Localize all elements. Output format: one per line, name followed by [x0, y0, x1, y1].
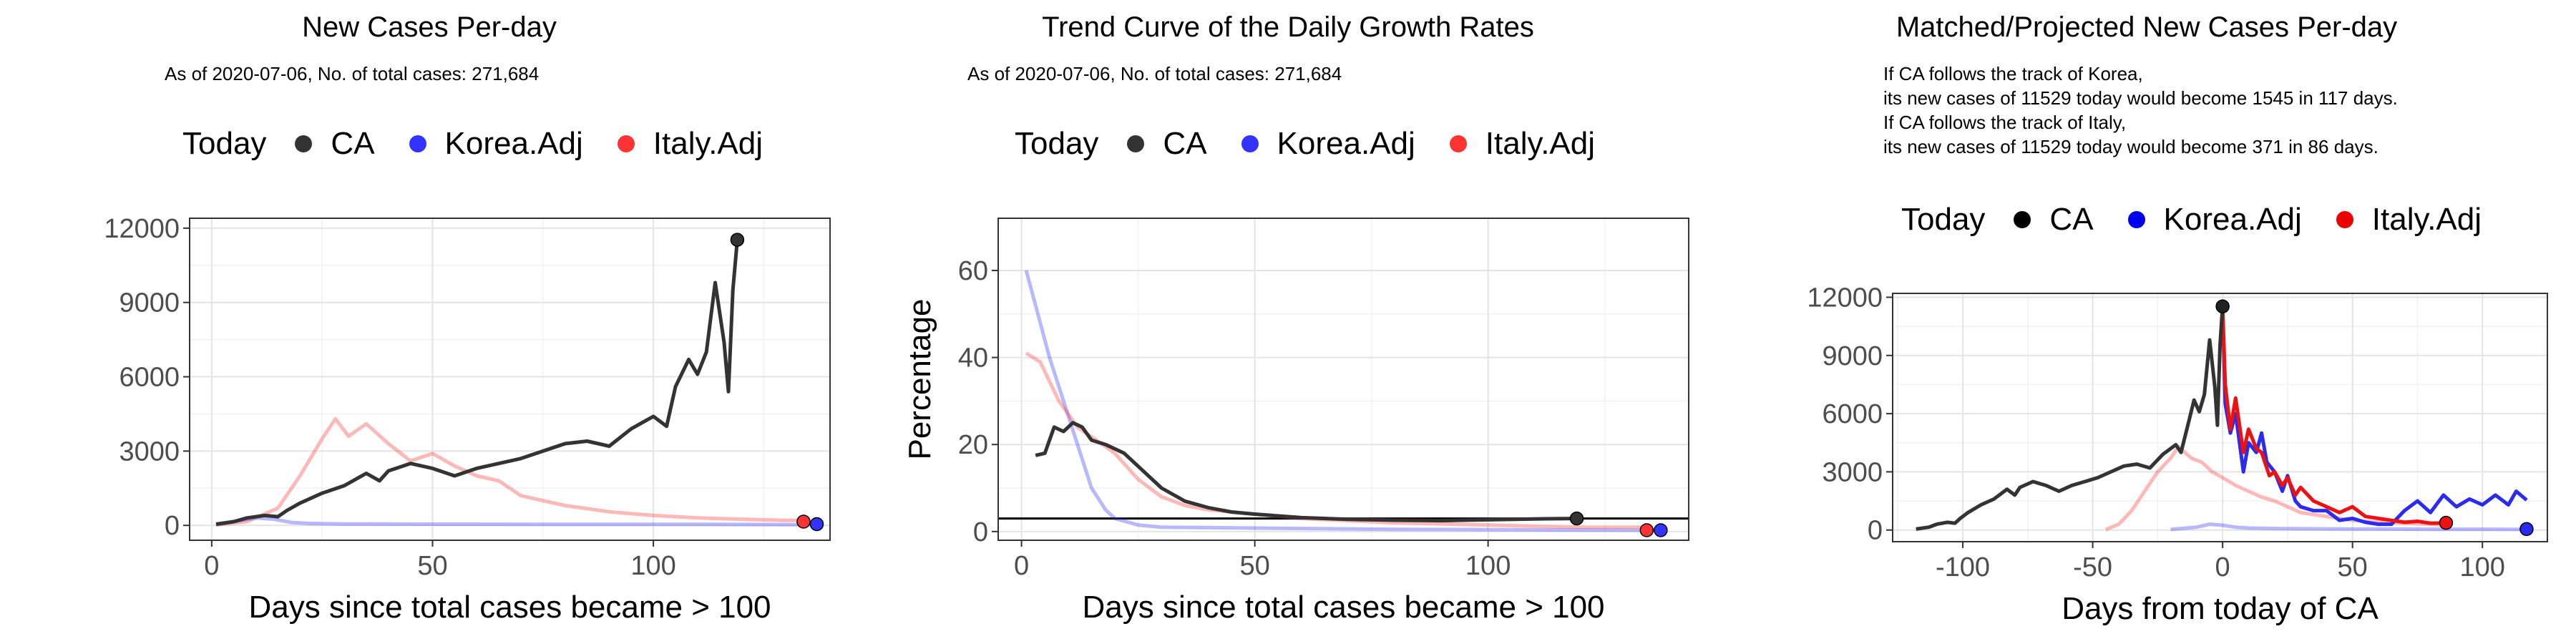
series-line-ca: [1916, 306, 2225, 531]
series-line-ca: [215, 239, 739, 526]
today-point-ca: [1569, 511, 1584, 526]
series-line-korea-adj: [1024, 270, 1657, 532]
y-tick-label: 40: [958, 343, 988, 374]
x-tick-label: 50: [1239, 551, 1269, 581]
y-tick-label: 9000: [119, 288, 180, 318]
series-line-italy-adj: [215, 416, 809, 527]
y-tick-label: 9000: [1822, 341, 1883, 371]
x-tick-label: 50: [417, 551, 447, 581]
subtitle-line-1: If CA follows the track of Korea,: [1883, 63, 2143, 84]
y-tick-label: 20: [958, 430, 988, 460]
y-tick-label: 12000: [1807, 283, 1883, 313]
legend-label-ca: CA: [331, 126, 375, 161]
x-tick-label: 50: [2338, 552, 2368, 582]
y-tick-label: 6000: [119, 363, 180, 393]
legend-title: Today: [1015, 126, 1099, 161]
legend-dot-korea: [409, 135, 426, 152]
y-tick-label: 0: [165, 511, 180, 541]
x-tick-label: -100: [1936, 552, 1990, 582]
y-tick-label: 12000: [104, 214, 180, 244]
plot-growth-rates: 0 50 100 0 20 40 60 Days since total cases beca…: [902, 218, 1689, 625]
series-line-italy-adj: [2220, 306, 2446, 525]
legend-dot-ca: [295, 135, 313, 152]
y-tick-label: 3000: [1822, 457, 1883, 487]
x-tick-label: 100: [630, 551, 675, 581]
subtitle-line-3: If CA follows the track of Italy,: [1883, 112, 2127, 133]
y-tick-label: 6000: [1822, 399, 1883, 429]
x-tick-label: 100: [2460, 552, 2505, 582]
chart-title: New Cases Per-day: [302, 11, 557, 43]
today-point-italy-adj: [1639, 523, 1654, 537]
y-tick-label: 60: [958, 256, 988, 286]
legend-label-italy: Italy.Adj: [1485, 126, 1596, 161]
y-axis-label: Percentage: [902, 298, 937, 459]
legend-dot-italy: [1449, 135, 1467, 152]
legend-dot-italy: [617, 135, 635, 152]
series-line-ca: [1035, 421, 1577, 523]
subtitle-line-4: its new cases of 11529 today would becom…: [1883, 136, 2379, 157]
x-tick-label: -50: [2073, 552, 2112, 582]
legend-title: Today: [182, 126, 267, 161]
series-line-korea-adj-matched: [2170, 522, 2529, 532]
legend-label-korea: Korea.Adj: [2163, 202, 2302, 237]
x-tick-label: 0: [2215, 552, 2230, 582]
plot-new-cases: 0 50 100 0 3000 6000 9000 12000 Days since total…: [104, 214, 831, 625]
series-line-italy-adj: [1025, 351, 1647, 530]
x-axis-label: Days since total cases became > 100: [1082, 590, 1604, 625]
legend-dot-italy: [2336, 211, 2353, 228]
today-point-korea-adj: [1654, 523, 1668, 537]
legend-title: Today: [1901, 202, 1986, 237]
panel-new-cases: New Cases Per-day As of 2020-07-06, No. …: [0, 0, 859, 644]
chart-subtitle: As of 2020-07-06, No. of total cases: 27…: [967, 63, 1342, 84]
y-tick-label: 0: [1868, 516, 1883, 546]
today-point-korea-adj: [809, 517, 824, 532]
legend-label-italy: Italy.Adj: [2371, 202, 2482, 237]
today-point-italy-adj: [796, 514, 811, 529]
today-point-ca: [730, 233, 745, 247]
chart-subtitle: As of 2020-07-06, No. of total cases: 27…: [165, 63, 540, 84]
plot-border: [997, 218, 1689, 541]
x-tick-label: 0: [1014, 551, 1029, 581]
panel-projected-cases: Matched/Projected New Cases Per-day If C…: [1717, 0, 2576, 644]
y-tick-label: 0: [973, 517, 988, 547]
x-axis-label: Days since total cases became > 100: [248, 590, 771, 625]
legend-dot-korea: [1241, 135, 1259, 152]
chart-legend: Today CA Korea.Adj Italy.Adj: [182, 126, 797, 162]
legend-dot-ca: [2014, 211, 2031, 228]
x-tick-label: 100: [1465, 551, 1511, 581]
chart-title: Matched/Projected New Cases Per-day: [1896, 11, 2398, 43]
legend-label-ca: CA: [1163, 126, 1207, 161]
today-point-korea-adj: [2519, 522, 2534, 537]
plot-border: [1892, 293, 2548, 542]
series-line-korea-adj: [2220, 306, 2528, 527]
legend-label-italy: Italy.Adj: [653, 126, 763, 161]
chart-title: Trend Curve of the Daily Growth Rates: [1042, 11, 1534, 43]
panel-growth-rates: Trend Curve of the Daily Growth Rates As…: [859, 0, 1717, 644]
legend-dot-ca: [1127, 135, 1145, 152]
legend-label-korea: Korea.Adj: [444, 126, 583, 161]
legend-label-ca: CA: [2049, 202, 2094, 237]
legend-dot-korea: [2127, 211, 2145, 228]
x-axis-label: Days from today of CA: [2062, 591, 2379, 626]
chart-legend: Today CA Korea.Adj Italy.Adj: [1901, 202, 2516, 238]
plot-projected-cases: -100 -50 0 50 100 0 3000 6000 9000 12000 Days from…: [1807, 283, 2548, 626]
today-point-ca: [2215, 299, 2230, 313]
today-point-italy-adj: [2439, 515, 2454, 530]
legend-label-korea: Korea.Adj: [1277, 126, 1415, 161]
x-tick-label: 0: [204, 551, 219, 581]
subtitle-line-2: its new cases of 11529 today would becom…: [1883, 87, 2398, 109]
y-tick-label: 3000: [119, 436, 180, 467]
chart-legend: Today CA Korea.Adj Italy.Adj: [1015, 126, 1629, 162]
plot-border: [189, 218, 831, 541]
